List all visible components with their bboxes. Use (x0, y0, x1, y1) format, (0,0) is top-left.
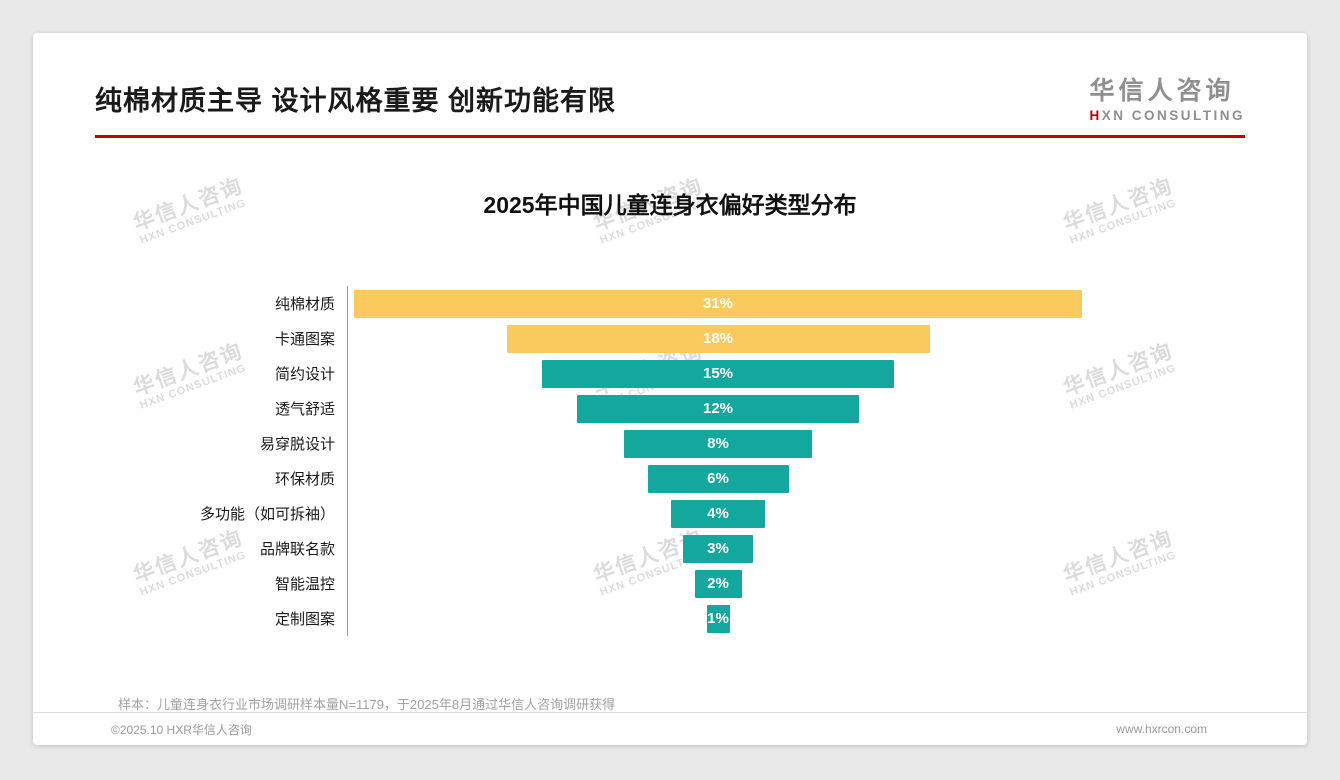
chart-row: 定制图案 1% (95, 601, 1245, 636)
chart-rows: 纯棉材质 31% 卡通图案 18% 简约设计 15% 透气舒适 12% 易穿脱设计 8% 环保材质 6… (95, 286, 1245, 636)
bar-value-label: 1% (707, 610, 729, 627)
company-logo: 华信人咨询 HXN CONSULTING (1090, 71, 1246, 123)
chart-row: 透气舒适 12% (95, 391, 1245, 426)
page-title: 纯棉材质主导 设计风格重要 创新功能有限 (95, 86, 617, 116)
header: 纯棉材质主导 设计风格重要 创新功能有限 华信人咨询 HXN CONSULTIN… (33, 33, 1307, 123)
chart-row: 品牌联名款 3% (95, 531, 1245, 566)
category-label: 卡通图案 (95, 321, 348, 356)
bar-area: 1% (348, 601, 1088, 636)
bar: 4% (671, 499, 765, 528)
bar-area: 18% (348, 321, 1088, 356)
bar: 18% (506, 324, 930, 353)
logo-en-text: HXN CONSULTING (1090, 108, 1246, 123)
bar: 15% (542, 359, 894, 388)
chart-row: 纯棉材质 31% (95, 286, 1245, 321)
chart-row: 简约设计 15% (95, 356, 1245, 391)
logo-h-mark: H (1089, 108, 1102, 123)
bar: 6% (647, 464, 789, 493)
chart-row: 多功能（如可拆袖） 4% (95, 496, 1245, 531)
chart-title: 2025年中国儿童连身衣偏好类型分布 (483, 192, 857, 218)
bar: 1% (706, 604, 730, 633)
chart-row: 环保材质 6% (95, 461, 1245, 496)
bar: 31% (354, 289, 1082, 318)
bar-area: 3% (348, 531, 1088, 566)
category-label: 品牌联名款 (95, 531, 348, 566)
copyright-text: ©2025.10 HXR华信人咨询 (111, 722, 252, 737)
bottom-bar: ©2025.10 HXR华信人咨询 www.hxrcon.com (33, 712, 1307, 745)
bar-value-label: 3% (707, 540, 729, 557)
bar-area: 31% (348, 286, 1088, 321)
bar-value-label: 15% (702, 365, 734, 382)
logo-en-rest: XN CONSULTING (1101, 108, 1245, 123)
bar-value-label: 6% (707, 470, 729, 487)
chart-row: 易穿脱设计 8% (95, 426, 1245, 461)
category-label: 定制图案 (95, 601, 348, 636)
bar-value-label: 4% (707, 505, 729, 522)
bar-area: 6% (348, 461, 1088, 496)
bar-area: 2% (348, 566, 1088, 601)
chart-row: 智能温控 2% (95, 566, 1245, 601)
bar-value-label: 31% (702, 295, 734, 312)
bar-area: 15% (348, 356, 1088, 391)
bar-value-label: 18% (702, 330, 734, 347)
header-divider (95, 135, 1245, 138)
bar-value-label: 12% (702, 400, 734, 417)
bar: 12% (577, 394, 859, 423)
chart: 2025年中国儿童连身衣偏好类型分布 纯棉材质 31% 卡通图案 18% 简约设计 15%… (33, 186, 1307, 636)
category-label: 透气舒适 (95, 391, 348, 426)
sample-note: 样本：儿童连身衣行业市场调研样本量N=1179，于2025年8月通过华信人咨询调… (118, 697, 616, 712)
slide-card: 华信人咨询 HXN CONSULTING 华信人咨询 HXN CONSULTING 华信… (33, 33, 1307, 745)
category-label: 智能温控 (95, 566, 348, 601)
category-label: 简约设计 (95, 356, 348, 391)
bar-area: 12% (348, 391, 1088, 426)
bar-area: 8% (348, 426, 1088, 461)
bar: 2% (694, 569, 742, 598)
category-label: 多功能（如可拆袖） (95, 496, 348, 531)
bar-value-label: 2% (707, 575, 729, 592)
category-label: 环保材质 (95, 461, 348, 496)
bar: 8% (624, 429, 812, 458)
website-link[interactable]: www.hxrcon.com (1116, 722, 1207, 736)
category-label: 易穿脱设计 (95, 426, 348, 461)
bar-value-label: 8% (707, 435, 729, 452)
bar-area: 4% (348, 496, 1088, 531)
category-label: 纯棉材质 (95, 286, 348, 321)
chart-row: 卡通图案 18% (95, 321, 1245, 356)
logo-cn-text: 华信人咨询 (1089, 77, 1235, 105)
bar: 3% (683, 534, 753, 563)
